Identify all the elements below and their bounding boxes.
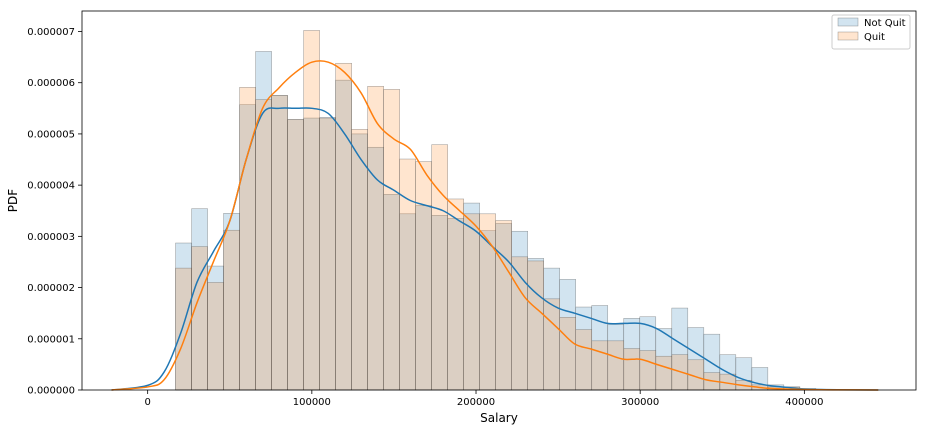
legend-label-not-quit: Not Quit: [864, 18, 906, 29]
bar: [463, 213, 480, 391]
y-tick-label: 0.000002: [27, 283, 75, 294]
y-tick-label: 0.000000: [27, 386, 75, 397]
bar: [319, 117, 336, 391]
bar: [191, 246, 208, 391]
bar: [287, 119, 304, 391]
bar: [223, 229, 240, 391]
bar: [239, 87, 256, 391]
bar: [415, 161, 432, 391]
plot-area-frame: [81, 10, 917, 391]
bar: [431, 144, 448, 391]
y-tick-label: 0.000005: [27, 129, 75, 140]
bar: [447, 198, 464, 391]
x-tick-label: 300000: [621, 397, 659, 408]
legend-swatch-not-quit: [837, 17, 859, 27]
x-tick-label: 0: [144, 397, 150, 408]
y-tick-label: 0.000007: [27, 27, 75, 38]
bar: [607, 340, 625, 391]
y-axis-label: PDF: [6, 189, 20, 212]
x-tick-label: 200000: [457, 397, 495, 408]
y-tick-label: 0.000001: [27, 334, 75, 345]
bar: [383, 89, 400, 391]
kde-curves: [111, 60, 879, 391]
legend-swatch-quit: [837, 31, 859, 41]
bar: [367, 86, 384, 391]
bar: [175, 267, 192, 391]
y-tick-label: 0.000003: [27, 232, 75, 243]
x-tick-label: 400000: [785, 397, 823, 408]
bar: [335, 62, 352, 391]
bar: [591, 340, 609, 391]
bar: [639, 350, 657, 391]
legend-box: [831, 14, 911, 50]
bar: [351, 129, 368, 391]
bar: [207, 282, 224, 391]
bar: [575, 329, 593, 391]
bar: [399, 158, 416, 391]
series-1-bars: [175, 30, 817, 391]
bar: [543, 298, 560, 391]
bar: [527, 260, 544, 391]
legend-label-quit: Quit: [864, 32, 885, 43]
kde-line-1: [111, 60, 879, 391]
y-axis: 0.000000 0.000001 0.000002 0.000003 0.000004…: [27, 27, 82, 397]
bar: [655, 355, 673, 391]
bar: [495, 220, 512, 391]
bar: [271, 95, 288, 391]
x-axis: 0 100000 200000 300000 400000: [144, 390, 823, 408]
y-tick-label: 0.000006: [27, 78, 75, 89]
bar: [623, 348, 641, 391]
legend: Not Quit Quit: [831, 14, 911, 50]
bar: [303, 30, 320, 391]
x-axis-label: Salary: [480, 411, 518, 425]
histogram-bars: [175, 30, 817, 391]
bar: [255, 99, 272, 391]
bar: [559, 317, 577, 391]
y-tick-label: 0.000004: [27, 181, 75, 192]
x-tick-label: 100000: [293, 397, 331, 408]
